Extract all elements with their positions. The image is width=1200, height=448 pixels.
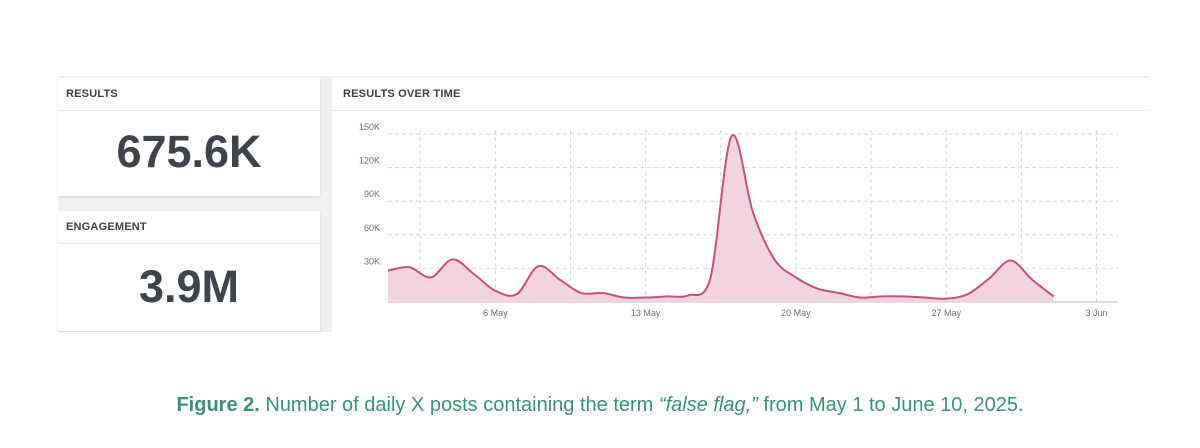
- series-area: [388, 134, 1054, 302]
- engagement-value: 3.9M: [138, 261, 240, 312]
- series-line: [387, 134, 1055, 300]
- caption-text-before: Number of daily X posts containing the t…: [259, 394, 659, 416]
- results-over-time-chart: 30K 60K 90K 120K 150K 6 May 13 May 20 May 27 May…: [359, 122, 1118, 318]
- results-over-time-card: RESULTS OVER TIME 30K 60K 90K 120K 150K 6 May…: [332, 78, 1150, 332]
- x-tick-label-4: 3 Jun: [1086, 308, 1108, 318]
- figure-number: Figure 2.: [176, 394, 260, 416]
- results-divider: [58, 110, 320, 111]
- results-card: RESULTS 675.6K: [58, 78, 320, 196]
- y-tick-label-1: 60K: [364, 223, 380, 233]
- x-tick-label-1: 13 May: [631, 308, 661, 318]
- engagement-divider: [58, 243, 320, 244]
- figure-caption: Figure 2. Number of daily X posts contai…: [0, 394, 1200, 417]
- y-tick-label-0: 30K: [364, 256, 380, 266]
- x-tick-label-2: 20 May: [781, 308, 811, 318]
- y-tick-label-4: 150K: [359, 122, 380, 132]
- chart-title: RESULTS OVER TIME: [343, 88, 461, 100]
- results-label: RESULTS: [66, 88, 118, 100]
- caption-text-after: from May 1 to June 10, 2025.: [757, 394, 1024, 416]
- engagement-card: ENGAGEMENT 3.9M: [58, 211, 320, 331]
- x-tick-label-3: 27 May: [931, 308, 961, 318]
- chart-divider: [332, 110, 1150, 111]
- results-value: 675.6K: [116, 126, 262, 177]
- y-tick-label-2: 90K: [364, 189, 380, 199]
- engagement-label: ENGAGEMENT: [66, 221, 147, 233]
- y-tick-label-3: 120K: [359, 156, 380, 166]
- x-tick-label-0: 6 May: [483, 308, 508, 318]
- caption-term: “false flag,”: [658, 394, 758, 416]
